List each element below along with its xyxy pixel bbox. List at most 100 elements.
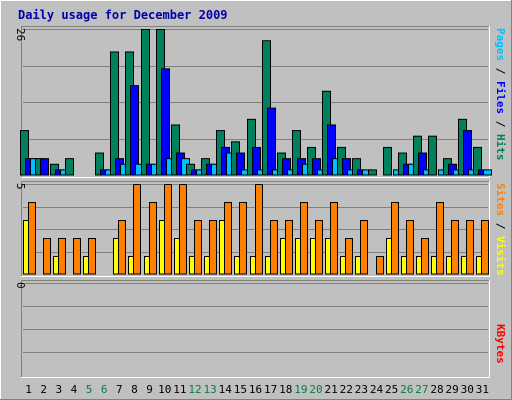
legend-separator: / [494,114,507,134]
bar-sites-day-8 [133,184,141,275]
bar-sites-day-28 [436,202,444,275]
bar-files-day-22 [342,158,351,176]
bar-sites-day-13 [209,220,217,275]
bar-sites-day-29 [451,220,459,275]
bar-hits-day-25 [383,146,392,176]
bar-sites-day-14 [224,202,232,275]
legend-kbytes: KBytes [494,324,507,364]
x-tick-label-day-14: 14 [219,383,233,396]
x-tick-label-day-10: 10 [158,383,171,396]
bar-sites-day-24 [376,256,384,275]
legend-entry-files: Files [494,81,507,114]
bar-sites-day-16 [255,184,263,275]
bar-hits-day-9 [141,29,150,176]
bar-pages-day-31 [483,169,492,176]
bar-files-day-20 [312,158,321,176]
y-axis-max-label: 0 [14,282,27,289]
bar-files-day-2 [40,158,49,176]
y-axis-max-label: 26 [14,28,27,41]
bar-hits-day-7 [110,51,119,176]
bar-sites-day-7 [118,220,126,275]
legend-entry-visits: Visits [494,236,507,276]
x-tick-label-day-7: 7 [116,383,123,396]
panel-kbytes: 0 [14,280,490,378]
bar-sites-day-5 [88,238,96,275]
bar-hits-day-11 [171,124,180,176]
bar-sites-day-12 [194,220,202,275]
bar-sites-day-4 [73,238,81,275]
bar-files-day-16 [252,146,261,176]
x-tick-label-day-23: 23 [355,383,368,396]
x-tick-label-day-4: 4 [71,383,78,396]
bar-sites-day-15 [239,202,247,275]
bar-sites-day-30 [466,220,474,275]
legend-visits-sites: Sites / Visits [494,183,507,276]
bar-files-day-10 [161,68,170,176]
bar-sites-day-26 [406,220,414,275]
x-tick-label-day-18: 18 [279,383,292,396]
x-tick-label-day-22: 22 [340,383,353,396]
bar-files-day-17 [267,107,276,176]
bar-hits-day-31 [473,146,482,176]
x-tick-label-day-19: 19 [294,383,307,396]
legend-separator: / [494,61,507,81]
bar-sites-day-22 [345,238,353,275]
x-tick-label-day-1: 1 [25,383,32,396]
bar-sites-day-23 [360,220,368,275]
x-tick-label-day-24: 24 [370,383,384,396]
x-tick-label-day-25: 25 [385,383,398,396]
bar-sites-day-3 [58,238,66,275]
x-tick-label-day-17: 17 [264,383,277,396]
bar-sites-day-31 [481,220,489,275]
x-tick-label-day-26: 26 [400,383,413,396]
bar-sites-day-17 [270,220,278,275]
bar-sites-day-9 [149,202,157,275]
bar-sites-day-1 [28,202,36,275]
legend-entry-kbytes: KBytes [494,324,507,364]
bar-sites-day-2 [43,238,51,275]
bar-sites-day-18 [285,220,293,275]
x-tick-label-day-6: 6 [101,383,108,396]
bar-hits-day-24 [368,169,377,176]
bar-hits-day-19 [292,130,301,176]
x-tick-label-day-31: 31 [476,383,489,396]
panel-visits-sites: 5 [14,181,490,277]
x-tick-label-day-5: 5 [86,383,93,396]
x-tick-label-day-9: 9 [146,383,153,396]
bar-hits-day-6 [95,152,104,176]
bar-hits-day-4 [65,158,74,176]
panel-hits-files-pages: 26 [14,26,492,178]
bar-files-day-27 [418,152,427,176]
bar-sites-day-20 [315,220,323,275]
x-tick-label-day-28: 28 [430,383,443,396]
bar-hits-day-23 [352,158,361,176]
chart-title: Daily usage for December 2009 [18,8,228,22]
x-tick-label-day-29: 29 [446,383,459,396]
y-axis-max-label: 5 [14,183,27,190]
bar-files-day-21 [327,124,336,176]
bar-sites-day-10 [164,184,172,275]
bar-sites-day-25 [391,202,399,275]
x-tick-label-day-27: 27 [415,383,428,396]
bar-sites-day-11 [179,184,187,275]
legend-hits-files-pages: Pages / Files / Hits [494,28,507,161]
legend-entry-sites: Sites [494,183,507,216]
x-tick-label-day-30: 30 [461,383,474,396]
bar-sites-day-19 [300,202,308,275]
bar-files-day-18 [282,158,291,176]
x-tick-label-day-13: 13 [203,383,216,396]
bar-files-day-30 [463,130,472,176]
legend-separator: / [494,216,507,236]
bar-sites-day-27 [421,238,429,275]
x-tick-label-day-3: 3 [56,383,63,396]
bar-hits-day-28 [428,135,437,176]
bar-sites-day-21 [330,202,338,275]
x-tick-label-day-8: 8 [131,383,138,396]
bar-hits-day-1 [20,130,29,176]
x-tick-label-day-12: 12 [188,383,201,396]
x-tick-label-day-11: 11 [173,383,186,396]
x-tick-label-day-20: 20 [309,383,322,396]
legend-entry-pages: Pages [494,28,507,61]
bar-files-day-8 [130,85,139,176]
